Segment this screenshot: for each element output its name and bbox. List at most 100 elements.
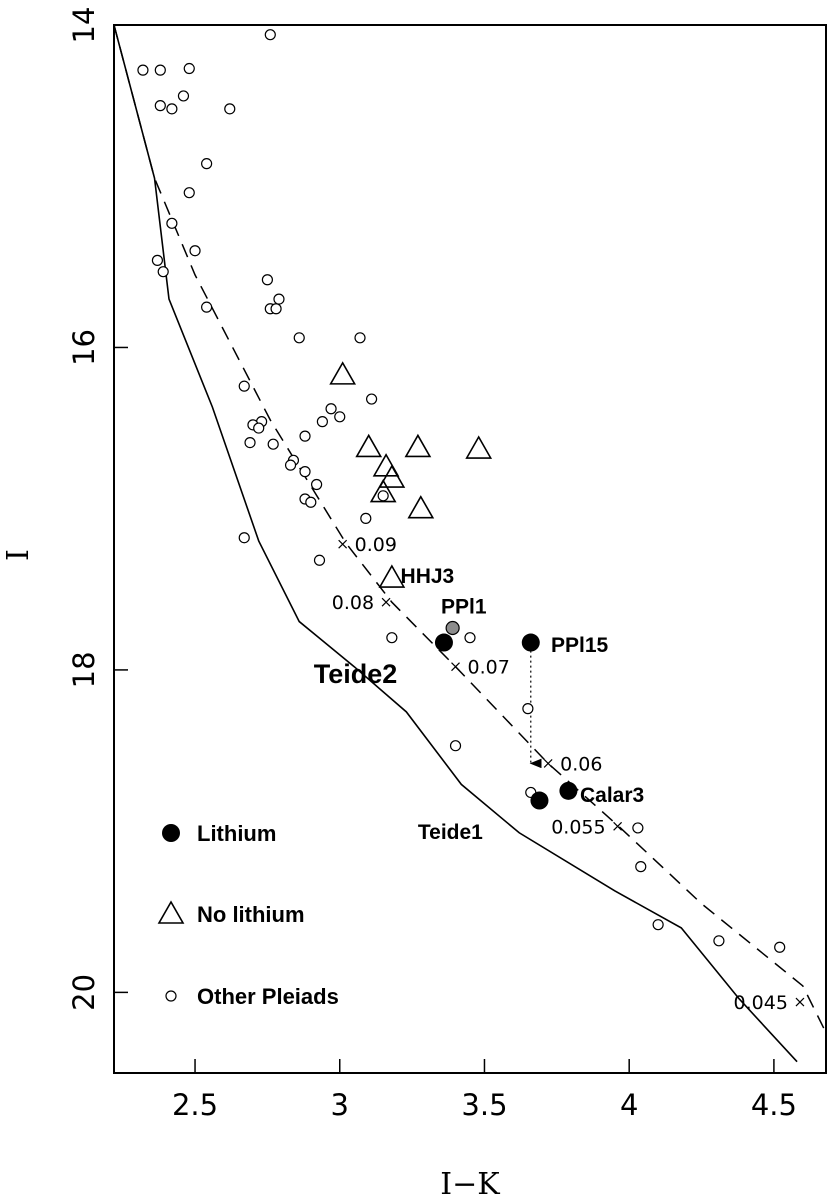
mass-marker (613, 821, 623, 831)
object-label: Calar3 (580, 784, 644, 807)
data-point (325, 403, 337, 415)
x-tick-label: 3.5 (461, 1088, 507, 1122)
axis-ticks: 2.5 3 3.5 4 4.5 14 16 18 20 (67, 7, 797, 1122)
data-point (521, 633, 540, 652)
data-point (465, 435, 493, 459)
data-point (273, 293, 285, 305)
data-point (201, 301, 213, 313)
legend-label: No lithium (197, 902, 305, 927)
mass-label: 0.06 (560, 753, 602, 775)
mass-label: 0.07 (468, 657, 510, 679)
data-point (378, 564, 406, 588)
data-point (264, 29, 276, 41)
data-points (137, 29, 786, 953)
data-point (407, 495, 435, 519)
data-point (299, 466, 311, 478)
legend: Lithium No lithium Other Pleiads (157, 821, 339, 1009)
data-point (151, 254, 164, 266)
data-point (189, 245, 201, 257)
data-point (157, 266, 169, 278)
text-labels: I−K I 0.09 0.08 0.07 0.06 0.055 0.045 HHJ3 PPl1 PP… (1, 534, 805, 1199)
data-point (449, 740, 462, 752)
data-point (154, 100, 166, 112)
data-point (238, 532, 250, 544)
data-point (270, 303, 282, 315)
data-point (377, 490, 389, 502)
mass-marker (338, 539, 348, 549)
mass-marker (795, 997, 805, 1007)
data-point (305, 496, 317, 508)
plot-frame (113, 24, 827, 1074)
data-point (713, 935, 725, 947)
data-point (166, 217, 178, 229)
x-tick-label: 2.5 (172, 1088, 218, 1122)
data-point (372, 453, 400, 477)
data-point (253, 422, 265, 434)
object-label: HHJ3 (401, 565, 455, 588)
data-point (261, 274, 273, 286)
data-point (137, 64, 149, 76)
object-label: PPl15 (551, 634, 609, 657)
dashed-isochrone (114, 25, 826, 1034)
data-point (378, 464, 406, 488)
data-point (464, 632, 476, 644)
data-point (635, 861, 647, 873)
legend-label: Other Pleiads (197, 984, 339, 1009)
data-point (369, 478, 397, 503)
data-point (434, 633, 453, 652)
data-point (316, 416, 328, 428)
data-point (183, 62, 195, 75)
data-point (177, 90, 190, 102)
mass-marker (451, 662, 460, 672)
solid-isochrone (114, 25, 798, 1063)
y-tick-label: 14 (67, 7, 101, 44)
data-point (284, 459, 297, 471)
mass-label: 0.08 (332, 592, 374, 614)
mass-label: 0.045 (734, 992, 788, 1014)
x-axis-title: I−K (440, 1167, 500, 1199)
data-point (365, 393, 378, 405)
dashed-isochrone-line (114, 25, 826, 1034)
x-tick-label: 4.5 (751, 1088, 797, 1122)
data-point (244, 436, 256, 449)
data-point (360, 512, 372, 524)
x-tick-label: 4 (620, 1088, 638, 1122)
legend-marker (165, 990, 177, 1002)
data-point (530, 791, 549, 810)
y-tick-label: 18 (67, 651, 101, 688)
object-label: Teide1 (418, 821, 483, 844)
data-point (522, 703, 534, 715)
legend-label: Lithium (197, 821, 276, 846)
data-point (154, 64, 166, 76)
data-point (404, 433, 432, 458)
data-point (386, 632, 398, 644)
data-point (774, 941, 786, 953)
legend-marker (162, 824, 180, 842)
y-tick-label: 16 (67, 329, 101, 366)
data-point (311, 478, 323, 491)
data-point (166, 103, 178, 115)
mass-marker (381, 597, 391, 607)
data-point (652, 919, 664, 931)
data-point (354, 332, 366, 344)
mass-marker (543, 759, 553, 768)
data-point (632, 822, 644, 834)
data-point (445, 620, 460, 636)
y-tick-label: 20 (67, 974, 101, 1011)
data-point (329, 361, 357, 385)
y-axis-title: I (1, 549, 36, 561)
object-label: PPl1 (441, 595, 487, 618)
data-point (224, 103, 236, 115)
data-point (299, 430, 311, 442)
data-point (183, 187, 195, 199)
data-point (293, 332, 305, 344)
object-label: Teide2 (314, 659, 398, 689)
data-point (559, 781, 578, 800)
data-point (313, 554, 326, 566)
data-point (355, 433, 383, 458)
mass-label: 0.09 (355, 534, 397, 556)
solid-isochrone-line (114, 25, 798, 1063)
mass-label: 0.055 (551, 816, 605, 838)
data-point (201, 158, 213, 170)
